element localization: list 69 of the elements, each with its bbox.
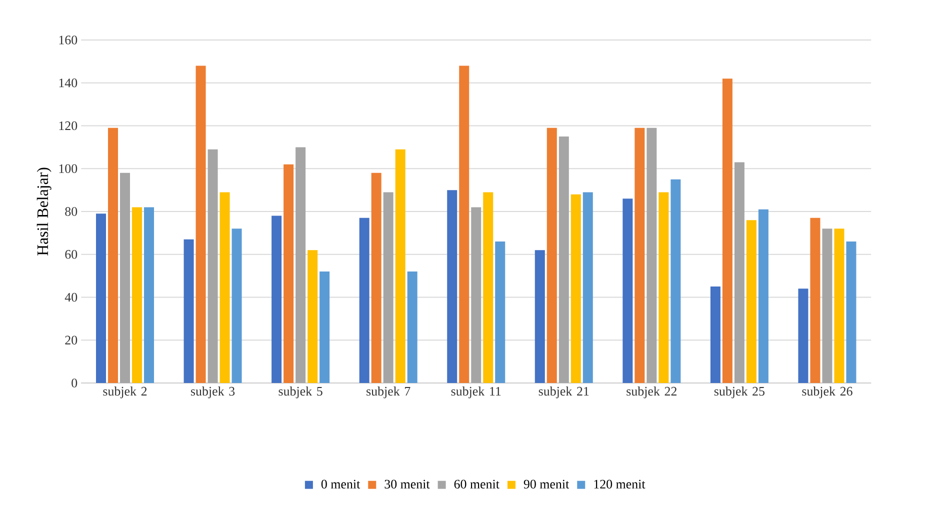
bar [483,192,494,383]
bar [798,288,808,383]
y-axis-title: Hasil Belajar) [36,168,52,256]
bar [846,242,856,383]
bar [284,164,294,383]
bar [622,198,633,383]
bar [558,136,569,383]
bar [96,214,106,383]
bar [447,190,458,383]
x-tick-label: subjek 21 [538,386,589,398]
bar [634,128,645,383]
y-tick-label: 160 [59,36,78,44]
y-tick-label: 80 [65,207,78,216]
bar [120,172,130,383]
legend-label: 90 menit [524,480,570,489]
x-tick-label: subjek 26 [802,386,852,398]
x-tick-label: subjek 2 [103,386,147,398]
y-tick-label: 20 [65,336,78,344]
bar [220,192,230,383]
bar [383,192,394,383]
x-tick-label: subjek 5 [278,386,322,398]
legend-label: 60 menit [454,480,500,489]
bar [320,272,330,383]
bar [196,66,206,383]
bar [407,272,418,383]
bar [371,172,382,383]
x-tick-label: subjek 3 [191,386,235,398]
bar [546,128,557,383]
bar [132,207,142,383]
y-tick-label: 60 [65,250,78,259]
bar [570,194,581,383]
legend-label: 120 menit [594,480,646,489]
bar [582,192,593,383]
bar [658,192,669,383]
bar [359,218,370,383]
bar [208,149,218,383]
bar [534,250,545,383]
y-tick-label: 140 [59,78,78,88]
y-tick-label: 40 [64,292,78,302]
y-tick-label: 100 [59,164,78,173]
bar [308,250,318,383]
bar [471,207,482,383]
x-tick-label: subjek 22 [626,386,676,398]
bar [646,128,657,383]
bar [272,216,282,383]
bar [746,220,756,383]
bar [232,228,242,383]
bar [144,207,154,383]
bar [710,286,720,383]
bar [495,242,506,383]
bar [822,228,832,383]
y-tick-label: 120 [59,121,78,130]
bar [296,147,306,383]
bar [722,78,732,383]
bar [459,66,470,383]
bar [670,179,681,383]
x-tick-label: subjek 25 [714,386,764,398]
x-tick-label: subjek 11 [451,386,501,398]
bar [810,218,820,383]
legend-label: 0 menit [321,480,360,489]
bar [758,209,768,383]
bar [184,239,194,383]
y-tick-label: 0 [72,378,78,388]
bar [108,128,118,383]
legend-label: 30 menit [384,480,430,489]
bar [395,149,406,383]
x-tick-label: subjek 7 [366,386,410,398]
bar [734,162,744,383]
bar [834,228,844,383]
